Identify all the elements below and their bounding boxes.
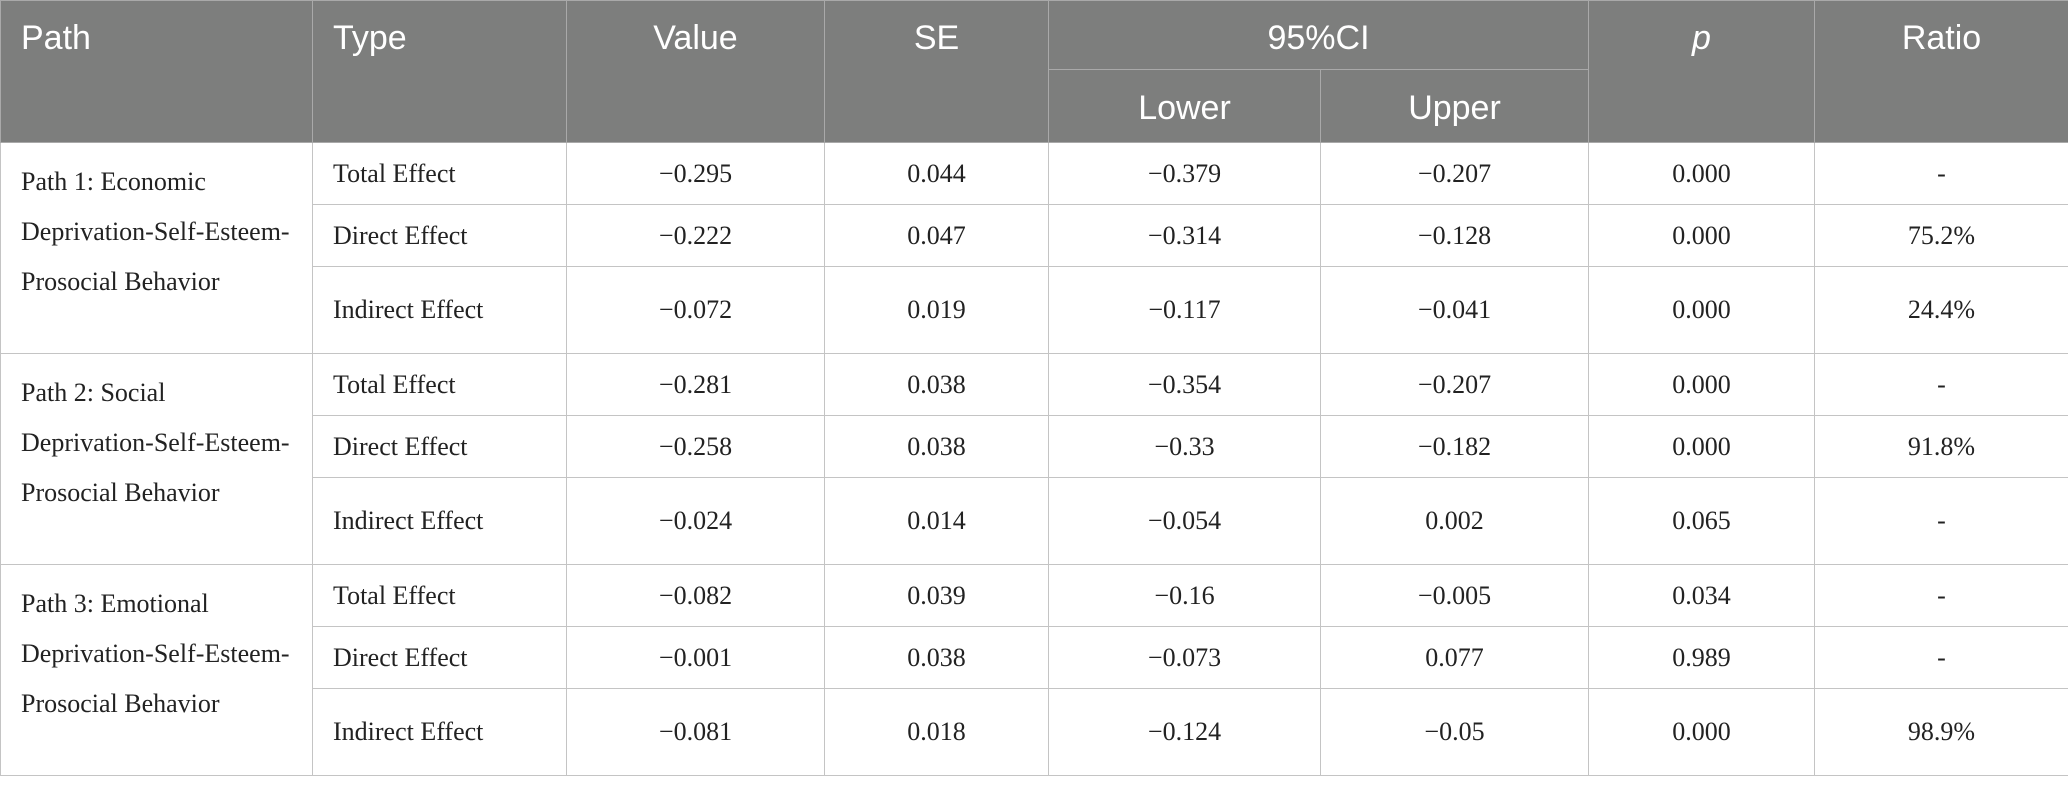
upper-cell: 0.002: [1320, 477, 1589, 565]
value-cell: −0.001: [566, 626, 825, 689]
lower-cell: −0.124: [1048, 688, 1321, 776]
ratio-cell: -: [1814, 477, 2068, 565]
header-ci: 95%CI: [1048, 0, 1589, 70]
type-cell: Indirect Effect: [312, 266, 567, 354]
value-cell: −0.081: [566, 688, 825, 776]
table-header: Path Type Value SE 95%CI p Ratio Lower U…: [0, 0, 2068, 143]
p-cell: 0.000: [1588, 353, 1815, 416]
se-cell: 0.038: [824, 353, 1049, 416]
value-cell: −0.281: [566, 353, 825, 416]
table-row: Indirect Effect −0.024 0.014 −0.054 0.00…: [1, 477, 2068, 565]
header-ratio: Ratio: [1814, 0, 2068, 143]
type-cell: Direct Effect: [312, 415, 567, 478]
header-se: SE: [824, 0, 1049, 143]
p-cell: 0.034: [1588, 564, 1815, 627]
value-cell: −0.258: [566, 415, 825, 478]
p-cell: 0.000: [1588, 415, 1815, 478]
type-cell: Total Effect: [312, 142, 567, 205]
header-path: Path: [0, 0, 313, 143]
upper-cell: −0.005: [1320, 564, 1589, 627]
upper-cell: 0.077: [1320, 626, 1589, 689]
p-cell: 0.000: [1588, 142, 1815, 205]
ratio-cell: 91.8%: [1814, 415, 2068, 478]
lower-cell: −0.117: [1048, 266, 1321, 354]
value-cell: −0.082: [566, 564, 825, 627]
p-cell: 0.000: [1588, 688, 1815, 776]
table-row: Direct Effect −0.258 0.038 −0.33 −0.182 …: [1, 415, 2068, 478]
se-cell: 0.039: [824, 564, 1049, 627]
p-cell: 0.000: [1588, 266, 1815, 354]
type-cell: Indirect Effect: [312, 688, 567, 776]
ratio-cell: -: [1814, 626, 2068, 689]
ratio-cell: 24.4%: [1814, 266, 2068, 354]
upper-cell: −0.207: [1320, 142, 1589, 205]
se-cell: 0.038: [824, 415, 1049, 478]
ratio-cell: 75.2%: [1814, 204, 2068, 267]
lower-cell: −0.054: [1048, 477, 1321, 565]
table-row: Path 2: Social Deprivation-Self-Esteem-P…: [0, 353, 2068, 565]
lower-cell: −0.379: [1048, 142, 1321, 205]
type-cell: Total Effect: [312, 564, 567, 627]
ratio-cell: -: [1814, 564, 2068, 627]
type-cell: Indirect Effect: [312, 477, 567, 565]
p-cell: 0.000: [1588, 204, 1815, 267]
ratio-cell: -: [1814, 142, 2068, 205]
header-p: p: [1588, 0, 1815, 143]
p-cell: 0.989: [1588, 626, 1815, 689]
se-cell: 0.044: [824, 142, 1049, 205]
type-cell: Direct Effect: [312, 204, 567, 267]
lower-cell: −0.073: [1048, 626, 1321, 689]
value-cell: −0.072: [566, 266, 825, 354]
type-cell: Total Effect: [312, 353, 567, 416]
table-row: Path 1: Economic Deprivation-Self-Esteem…: [0, 142, 2068, 354]
se-cell: 0.047: [824, 204, 1049, 267]
value-cell: −0.295: [566, 142, 825, 205]
header-lower: Lower: [1048, 69, 1321, 143]
upper-cell: −0.041: [1320, 266, 1589, 354]
path-cell: Path 1: Economic Deprivation-Self-Esteem…: [0, 142, 313, 354]
value-cell: −0.024: [566, 477, 825, 565]
ratio-cell: 98.9%: [1814, 688, 2068, 776]
table-row: Direct Effect −0.001 0.038 −0.073 0.077 …: [1, 626, 2068, 689]
table-row: Indirect Effect −0.072 0.019 −0.117 −0.0…: [1, 266, 2068, 354]
ratio-cell: -: [1814, 353, 2068, 416]
lower-cell: −0.33: [1048, 415, 1321, 478]
p-cell: 0.065: [1588, 477, 1815, 565]
path-cell: Path 3: Emotional Deprivation-Self-Estee…: [0, 564, 313, 776]
se-cell: 0.019: [824, 266, 1049, 354]
lower-cell: −0.354: [1048, 353, 1321, 416]
upper-cell: −0.207: [1320, 353, 1589, 416]
value-cell: −0.222: [566, 204, 825, 267]
se-cell: 0.014: [824, 477, 1049, 565]
table-row: Indirect Effect −0.081 0.018 −0.124 −0.0…: [1, 688, 2068, 776]
mediation-effects-table: Path Type Value SE 95%CI p Ratio Lower U…: [0, 0, 2068, 776]
header-value: Value: [566, 0, 825, 143]
upper-cell: −0.182: [1320, 415, 1589, 478]
table-body: Path 1: Economic Deprivation-Self-Esteem…: [0, 142, 2068, 776]
se-cell: 0.018: [824, 688, 1049, 776]
lower-cell: −0.16: [1048, 564, 1321, 627]
type-cell: Direct Effect: [312, 626, 567, 689]
upper-cell: −0.05: [1320, 688, 1589, 776]
header-upper: Upper: [1320, 69, 1589, 143]
path-cell: Path 2: Social Deprivation-Self-Esteem-P…: [0, 353, 313, 565]
header-type: Type: [312, 0, 567, 143]
table-row: Path 3: Emotional Deprivation-Self-Estee…: [0, 564, 2068, 776]
lower-cell: −0.314: [1048, 204, 1321, 267]
upper-cell: −0.128: [1320, 204, 1589, 267]
se-cell: 0.038: [824, 626, 1049, 689]
